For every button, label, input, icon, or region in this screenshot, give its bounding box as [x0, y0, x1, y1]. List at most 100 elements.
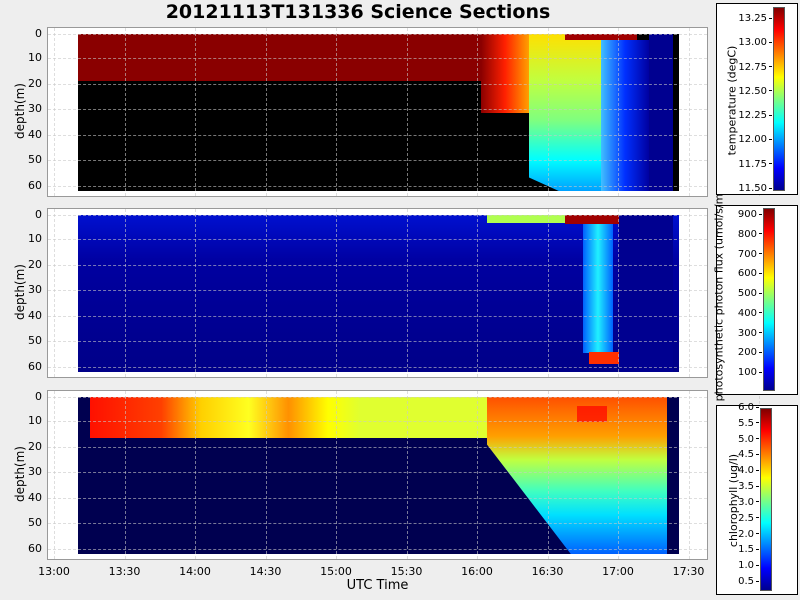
colorbar-tick-label: 500 [738, 288, 762, 299]
x-tick-label: 15:00 [320, 565, 352, 578]
grid-line [265, 391, 267, 559]
temperature-heatmap [78, 34, 679, 191]
grid-line [688, 28, 690, 196]
y-tick-label: 10 [28, 414, 42, 427]
y-tick-label: 10 [28, 51, 42, 64]
grid-line [547, 28, 549, 196]
x-tick-label: 16:00 [461, 565, 493, 578]
colorbar-tick-label: 5.0 [738, 434, 759, 445]
grid-line [48, 523, 707, 524]
grid-line [618, 209, 619, 377]
grid-line [48, 367, 707, 368]
y-tick-label: 10 [28, 232, 42, 245]
y-tick-label: 20 [28, 258, 42, 271]
colorbar-tick-label: 600 [738, 268, 762, 279]
grid-line [54, 391, 55, 559]
grid-line [48, 421, 707, 422]
grid-line [48, 549, 707, 550]
y-tick-label: 30 [28, 102, 42, 115]
grid-line [48, 290, 707, 291]
y-tick-label: 50 [28, 153, 42, 166]
colorbar-tick-label: 1.5 [738, 544, 759, 555]
grid-line [195, 391, 196, 559]
grid-line [48, 397, 707, 398]
grid-line [477, 209, 478, 377]
grid-line [48, 58, 707, 59]
x-axis-label: UTC Time [346, 578, 409, 593]
grid-line [48, 109, 707, 110]
colorbar-tick-label: 13.25 [738, 13, 772, 24]
grid-line [618, 391, 619, 559]
colorbar-tick-label: 200 [738, 347, 762, 358]
grid-line [124, 391, 126, 559]
colorbar-tick-label: 12.75 [738, 62, 772, 73]
y-tick-label: 0 [35, 208, 42, 221]
colorbar-tick-label: 700 [738, 249, 762, 260]
grid-line [48, 34, 707, 35]
colorbar-tick-label: 11.50 [738, 183, 772, 194]
y-tick-label: 50 [28, 516, 42, 529]
colorbar-tick-label: 900 [738, 209, 762, 220]
grid-line [406, 209, 408, 377]
y-tick-label: 50 [28, 334, 42, 347]
grid-line [406, 391, 408, 559]
y-tick-label: 40 [28, 128, 42, 141]
grid-line [195, 209, 196, 377]
grid-line [618, 28, 619, 196]
par-colorbar-label: photosynthetic photon flux (umol/s/m [712, 193, 726, 402]
grid-line [688, 391, 690, 559]
grid-line [336, 28, 337, 196]
grid-line [265, 28, 267, 196]
par-panel [47, 208, 708, 378]
grid-line [265, 209, 267, 377]
y-tick-label: 60 [28, 542, 42, 555]
grid-line [48, 215, 707, 216]
colorbar-tick-label: 1.0 [738, 560, 759, 571]
grid-line [477, 391, 478, 559]
colorbar-tick-label: 800 [738, 229, 762, 240]
x-tick-label: 16:30 [531, 565, 564, 578]
colorbar-tick-label: 400 [738, 308, 762, 319]
grid-line [477, 28, 478, 196]
y-tick-label: 20 [28, 77, 42, 90]
grid-line [48, 498, 707, 499]
y-tick-label: 60 [28, 179, 42, 192]
grid-line [406, 28, 408, 196]
x-tick-label: 13:00 [38, 565, 70, 578]
y-tick-label: 60 [28, 360, 42, 373]
chart-title: 20121113T131336 Science Sections [165, 1, 551, 23]
x-tick-label: 17:00 [602, 565, 634, 578]
grid-line [195, 28, 196, 196]
grid-line [48, 186, 707, 187]
x-tick-label: 13:30 [108, 565, 141, 578]
colorbar-tick-label: 13.00 [738, 37, 772, 48]
colorbar-tick-label: 3.5 [738, 481, 759, 492]
y-tick-label: 30 [28, 465, 42, 478]
grid-line [547, 391, 549, 559]
colorbar-tick-label: 5.5 [738, 418, 759, 429]
colorbar-tick-label: 12.25 [738, 110, 772, 121]
colorbar-tick-label: 3.0 [738, 497, 759, 508]
x-tick-label: 15:30 [390, 565, 423, 578]
x-tick-label: 14:30 [249, 565, 282, 578]
grid-line [48, 84, 707, 85]
grid-line [48, 316, 707, 317]
grid-line [48, 239, 707, 240]
colorbar-tick-label: 6.0 [738, 402, 759, 413]
grid-line [336, 391, 337, 559]
colorbar-tick-label: 300 [738, 328, 762, 339]
grid-line [124, 28, 126, 196]
grid-line [54, 28, 55, 196]
colorbar-tick-label: 11.75 [738, 159, 772, 170]
grid-line [54, 209, 55, 377]
y-tick-label: 40 [28, 309, 42, 322]
par-heatmap [78, 215, 679, 372]
grid-line [124, 209, 126, 377]
x-tick-label: 17:30 [672, 565, 705, 578]
temperature-colorbar-label: temperature (degC) [725, 45, 739, 156]
y-tick-label: 40 [28, 491, 42, 504]
colorbar-tick-label: 12.50 [738, 86, 772, 97]
colorbar-tick-label: 2.5 [738, 513, 759, 524]
colorbar-tick-label: 4.5 [738, 449, 759, 460]
colorbar-tick-label: 12.00 [738, 134, 772, 145]
